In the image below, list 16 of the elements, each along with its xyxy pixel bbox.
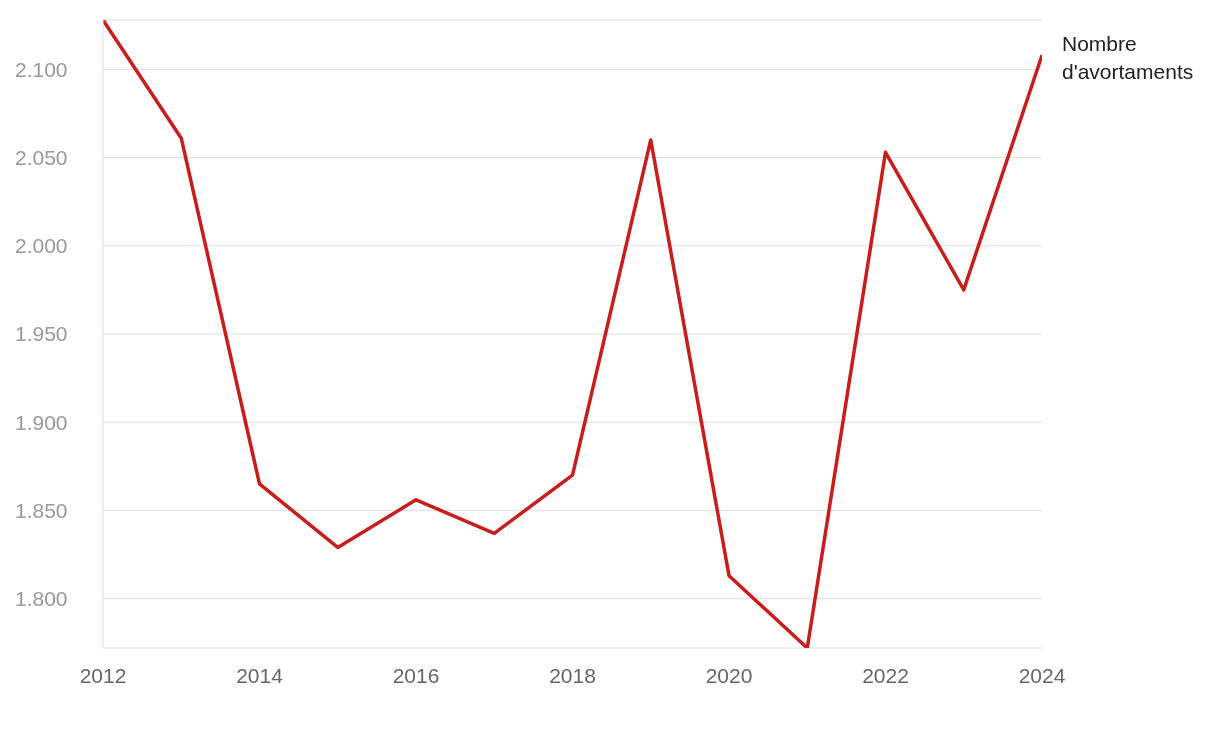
y-tick-label: 1.900 [15,410,68,434]
line-series [103,20,1042,648]
series-label: Nombre d'avortaments [1062,32,1194,84]
y-tick-label: 1.800 [15,587,68,611]
y-tick-label: 1.950 [15,322,68,346]
y-tick-label: 2.100 [15,57,68,81]
x-tick-label: 2014 [236,663,284,687]
x-tick-label: 2024 [1018,663,1066,687]
y-tick-label: 1.850 [15,498,68,522]
x-tick-label: 2022 [862,663,909,687]
y-tick-label: 2.000 [15,234,68,258]
x-tick-label: 2020 [705,663,753,687]
x-tick-label: 2016 [392,663,440,687]
y-tick-label: 2.050 [15,146,68,170]
x-tick-label: 2018 [549,663,596,687]
x-tick-label: 2012 [79,663,127,687]
